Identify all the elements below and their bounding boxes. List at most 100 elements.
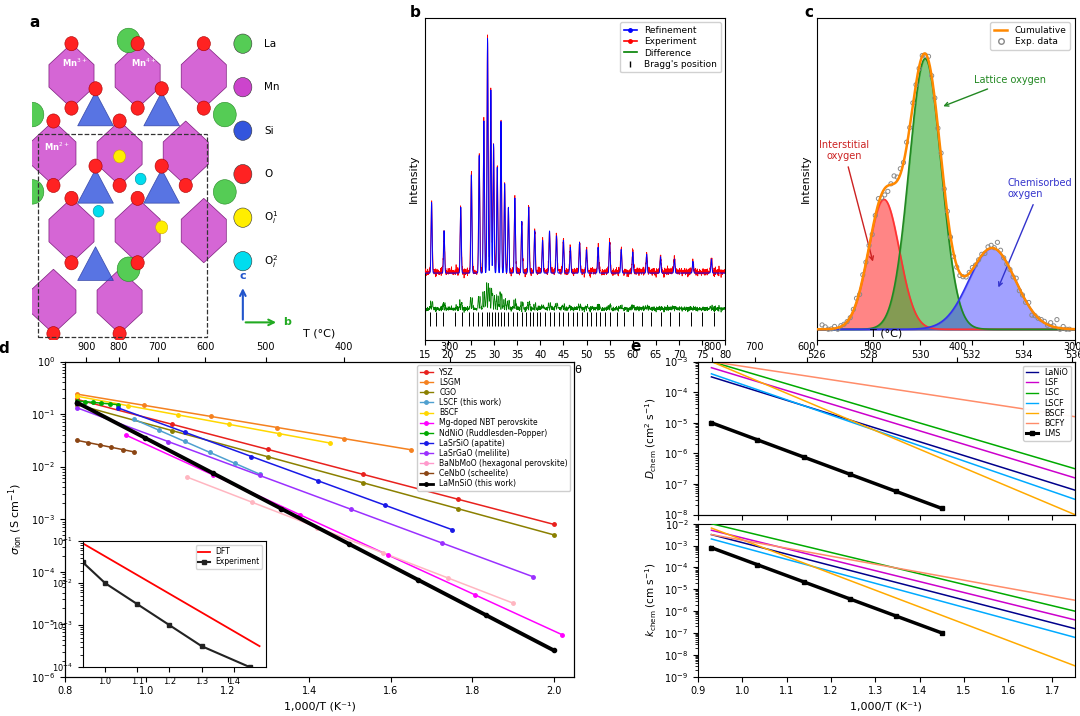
Circle shape bbox=[156, 159, 168, 173]
Refinement bbox=[433, 268, 446, 277]
Line: Difference: Difference bbox=[424, 283, 726, 312]
Experiment bbox=[719, 269, 732, 278]
Text: c: c bbox=[804, 5, 813, 20]
Circle shape bbox=[198, 37, 211, 51]
Exp. data bbox=[879, 185, 896, 197]
Exp. data bbox=[858, 256, 875, 268]
Text: O: O bbox=[264, 169, 272, 179]
Difference bbox=[711, 305, 724, 314]
Polygon shape bbox=[49, 198, 94, 263]
Difference bbox=[656, 305, 669, 314]
Exp. data bbox=[1023, 309, 1040, 321]
Exp. data bbox=[939, 205, 956, 217]
Refinement bbox=[656, 266, 669, 275]
Circle shape bbox=[113, 178, 126, 193]
Line: Cumulative: Cumulative bbox=[816, 54, 1075, 329]
Circle shape bbox=[234, 121, 252, 140]
Exp. data bbox=[917, 49, 934, 61]
Exp. data bbox=[907, 79, 924, 90]
Circle shape bbox=[234, 208, 252, 228]
Exp. data bbox=[1001, 263, 1018, 275]
Bar bbox=[39, 134, 206, 337]
Refinement bbox=[710, 268, 723, 277]
Y-axis label: $D_{\rm chem}$ (cm$^2$ s$^{-1}$): $D_{\rm chem}$ (cm$^2$ s$^{-1}$) bbox=[644, 397, 659, 479]
X-axis label: T (°C): T (°C) bbox=[870, 329, 903, 338]
Exp. data bbox=[1052, 324, 1069, 335]
Circle shape bbox=[65, 191, 78, 205]
Line: Refinement: Refinement bbox=[424, 39, 726, 273]
Refinement bbox=[711, 268, 724, 277]
Cumulative bbox=[810, 325, 823, 334]
Exp. data bbox=[829, 324, 847, 335]
Exp. data bbox=[861, 240, 878, 251]
Y-axis label: $k_{\rm chem}$ (cm s$^{-1}$): $k_{\rm chem}$ (cm s$^{-1}$) bbox=[644, 563, 659, 637]
Exp. data bbox=[1042, 317, 1059, 329]
Text: O$_i^2$: O$_i^2$ bbox=[264, 253, 278, 269]
Exp. data bbox=[823, 323, 840, 334]
Experiment bbox=[418, 266, 431, 275]
Exp. data bbox=[967, 259, 984, 271]
Polygon shape bbox=[181, 198, 227, 263]
Cumulative bbox=[915, 54, 928, 63]
Circle shape bbox=[214, 102, 237, 127]
Polygon shape bbox=[144, 92, 179, 126]
Difference bbox=[433, 305, 446, 314]
Exp. data bbox=[960, 266, 977, 278]
Circle shape bbox=[135, 173, 146, 185]
Exp. data bbox=[848, 293, 865, 304]
Y-axis label: Intensity: Intensity bbox=[801, 155, 811, 203]
Refinement bbox=[481, 34, 494, 43]
Cumulative bbox=[1068, 325, 1080, 334]
Experiment bbox=[556, 239, 569, 248]
Experiment bbox=[458, 274, 471, 282]
Text: Mn$^{4+}$: Mn$^{4+}$ bbox=[131, 57, 157, 69]
Polygon shape bbox=[31, 269, 76, 334]
Circle shape bbox=[131, 256, 145, 270]
Exp. data bbox=[976, 248, 994, 259]
Cumulative bbox=[987, 244, 1000, 253]
Polygon shape bbox=[181, 44, 227, 108]
Experiment bbox=[565, 256, 578, 265]
Circle shape bbox=[65, 256, 78, 270]
Circle shape bbox=[89, 82, 103, 96]
Experiment bbox=[656, 267, 669, 276]
Legend: YSZ, LSGM, CGO, LSCF (this work), BSCF, Mg-doped NBT perovskite, NdNiO (Ruddlesd: YSZ, LSGM, CGO, LSCF (this work), BSCF, … bbox=[417, 365, 570, 490]
Exp. data bbox=[945, 251, 962, 262]
Exp. data bbox=[989, 236, 1007, 248]
Exp. data bbox=[833, 320, 850, 332]
Circle shape bbox=[179, 178, 192, 193]
Exp. data bbox=[923, 70, 941, 82]
Polygon shape bbox=[116, 198, 160, 263]
Exp. data bbox=[983, 240, 1000, 251]
Legend: Refinement, Experiment, Difference, Bragg's position: Refinement, Experiment, Difference, Brag… bbox=[620, 22, 720, 72]
Exp. data bbox=[897, 137, 915, 148]
Exp. data bbox=[886, 170, 903, 182]
Exp. data bbox=[864, 228, 881, 240]
Text: Chemisorbed
oxygen: Chemisorbed oxygen bbox=[999, 178, 1072, 286]
Exp. data bbox=[904, 97, 921, 109]
Polygon shape bbox=[78, 246, 113, 281]
Circle shape bbox=[21, 180, 44, 204]
Exp. data bbox=[820, 324, 837, 335]
Exp. data bbox=[1061, 324, 1078, 335]
Exp. data bbox=[910, 63, 928, 74]
Exp. data bbox=[838, 316, 855, 327]
Text: c: c bbox=[240, 271, 246, 281]
Circle shape bbox=[46, 178, 60, 193]
Exp. data bbox=[892, 163, 909, 175]
Exp. data bbox=[866, 210, 883, 221]
Refinement bbox=[418, 268, 431, 277]
Exp. data bbox=[995, 252, 1012, 263]
Difference bbox=[418, 304, 431, 313]
Circle shape bbox=[65, 101, 78, 115]
Circle shape bbox=[131, 101, 145, 115]
Circle shape bbox=[156, 221, 167, 233]
Exp. data bbox=[1014, 289, 1031, 301]
Circle shape bbox=[89, 159, 103, 173]
Exp. data bbox=[1054, 321, 1071, 332]
Difference bbox=[556, 305, 569, 314]
Y-axis label: $\sigma_{\rm ion}$ (S cm$^{-1}$): $\sigma_{\rm ion}$ (S cm$^{-1}$) bbox=[8, 483, 25, 555]
Difference bbox=[711, 304, 724, 313]
Exp. data bbox=[973, 248, 990, 260]
Legend: Cumulative, Exp. data: Cumulative, Exp. data bbox=[990, 22, 1070, 50]
